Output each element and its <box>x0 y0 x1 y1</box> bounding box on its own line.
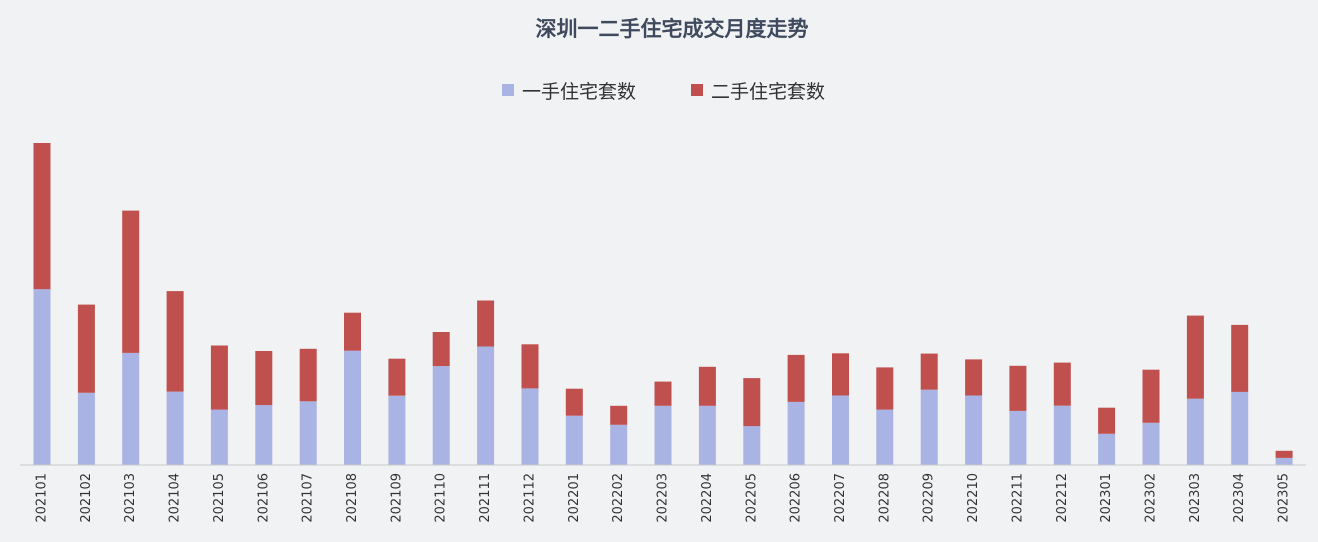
bar-primary-202302 <box>1142 422 1160 465</box>
bar-primary-202208 <box>876 409 894 465</box>
bar-primary-202112 <box>521 388 539 465</box>
bar-primary-202303 <box>1186 398 1204 465</box>
bar-secondary-202102 <box>77 304 95 393</box>
x-tick-label: 202105 <box>212 473 227 523</box>
bar-primary-202107 <box>299 401 317 465</box>
legend-label-primary: 一手住宅套数 <box>522 81 636 103</box>
x-tick-label: 202206 <box>789 473 804 523</box>
x-axis-ticks: 202101 202102 202103 202104 202105 202106 2021… <box>35 473 1292 523</box>
bar-secondary-202110 <box>432 332 450 367</box>
bar-primary-202204 <box>698 405 716 465</box>
x-tick-label: 202104 <box>168 473 183 523</box>
bar-secondary-202105 <box>210 345 228 410</box>
bar-primary-202101 <box>33 289 51 465</box>
bar-primary-202205 <box>743 426 761 465</box>
bar-secondary-202301 <box>1098 407 1116 434</box>
bar-primary-202111 <box>477 346 495 465</box>
bar-primary-202301 <box>1098 433 1116 465</box>
x-tick-label: 202202 <box>611 473 626 523</box>
bar-primary-202210 <box>965 395 983 465</box>
x-tick-label: 202201 <box>567 473 582 523</box>
bar-primary-202105 <box>210 409 228 465</box>
x-tick-label: 202101 <box>35 473 50 523</box>
bar-primary-202103 <box>122 352 140 465</box>
bar-secondary-202202 <box>610 405 628 425</box>
bar-secondary-202210 <box>965 359 983 396</box>
x-tick-label: 202107 <box>301 473 316 523</box>
bar-secondary-202109 <box>388 358 406 396</box>
x-tick-label: 202111 <box>478 473 493 523</box>
bar-secondary-202203 <box>654 381 672 406</box>
bar-primary-202109 <box>388 395 406 465</box>
bar-secondary-202304 <box>1231 324 1249 392</box>
bar-secondary-202208 <box>876 367 894 410</box>
bar-primary-202202 <box>610 424 628 466</box>
legend: 一手住宅套数 二手住宅套数 <box>502 81 825 103</box>
bar-secondary-202103 <box>122 210 140 353</box>
bar-secondary-202107 <box>299 348 317 402</box>
x-tick-label: 202110 <box>434 473 449 523</box>
bar-secondary-202108 <box>344 312 361 351</box>
bar-secondary-202209 <box>920 353 938 390</box>
bar-secondary-202305 <box>1275 450 1293 458</box>
legend-swatch-secondary <box>691 84 703 96</box>
x-tick-label: 202303 <box>1188 473 1203 523</box>
x-tick-label: 202108 <box>345 473 360 523</box>
x-tick-label: 202103 <box>123 473 138 523</box>
bar-primary-202108 <box>344 350 361 465</box>
bar-primary-202104 <box>166 391 184 465</box>
x-tick-label: 202109 <box>389 473 404 523</box>
bar-secondary-202112 <box>521 344 539 389</box>
bar-primary-202206 <box>787 401 805 465</box>
bar-secondary-202106 <box>255 351 273 406</box>
x-tick-label: 202204 <box>700 473 715 523</box>
x-tick-label: 202302 <box>1144 473 1159 523</box>
bar-secondary-202206 <box>787 354 805 402</box>
bar-primary-202209 <box>920 389 938 465</box>
bar-secondary-202205 <box>743 378 761 427</box>
bar-secondary-202104 <box>166 291 184 392</box>
bar-secondary-202207 <box>832 353 849 396</box>
bar-secondary-202303 <box>1186 315 1204 399</box>
bar-secondary-202302 <box>1142 369 1160 423</box>
legend-label-secondary: 二手住宅套数 <box>711 81 825 103</box>
x-tick-label: 202207 <box>833 473 848 523</box>
bar-primary-202201 <box>565 415 583 465</box>
bar-primary-202203 <box>654 405 672 465</box>
bar-secondary-202101 <box>33 143 51 290</box>
bar-primary-202102 <box>77 392 95 465</box>
bar-secondary-202201 <box>565 388 583 416</box>
bar-primary-202304 <box>1231 391 1249 465</box>
x-tick-label: 202112 <box>523 473 538 523</box>
x-tick-label: 202210 <box>966 473 981 523</box>
bar-primary-202207 <box>832 395 849 465</box>
x-tick-label: 202212 <box>1055 473 1070 523</box>
chart-title: 深圳一二手住宅成交月度走势 <box>536 17 809 41</box>
bar-secondary-202204 <box>698 366 716 406</box>
x-tick-label: 202304 <box>1232 473 1247 523</box>
bar-secondary-202212 <box>1053 362 1071 406</box>
bar-primary-202305 <box>1275 457 1293 465</box>
x-tick-label: 202208 <box>877 473 892 523</box>
x-tick-label: 202106 <box>256 473 271 523</box>
bar-secondary-202211 <box>1009 365 1027 411</box>
x-tick-label: 202301 <box>1099 473 1114 523</box>
bar-secondary-202111 <box>477 300 495 347</box>
bar-primary-202106 <box>255 405 273 465</box>
x-tick-label: 202211 <box>1010 473 1025 523</box>
bar-primary-202212 <box>1053 405 1071 465</box>
x-tick-label: 202102 <box>79 473 94 523</box>
bar-primary-202211 <box>1009 410 1027 465</box>
x-tick-label: 202305 <box>1277 473 1292 523</box>
x-tick-label: 202203 <box>656 473 671 523</box>
x-tick-label: 202205 <box>744 473 759 523</box>
bars <box>33 143 1293 466</box>
x-tick-label: 202209 <box>922 473 937 523</box>
bar-primary-202110 <box>432 366 450 465</box>
legend-swatch-primary <box>502 84 514 96</box>
